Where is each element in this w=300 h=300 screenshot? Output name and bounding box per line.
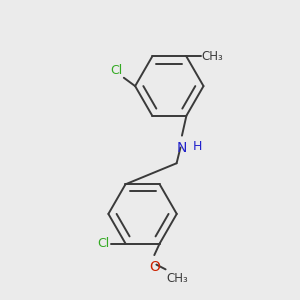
Text: Cl: Cl xyxy=(97,237,110,250)
Text: CH₃: CH₃ xyxy=(202,50,224,63)
Text: N: N xyxy=(177,141,187,155)
Text: CH₃: CH₃ xyxy=(167,272,188,285)
Text: Cl: Cl xyxy=(110,64,122,76)
Text: O: O xyxy=(149,260,160,274)
Text: H: H xyxy=(193,140,203,153)
